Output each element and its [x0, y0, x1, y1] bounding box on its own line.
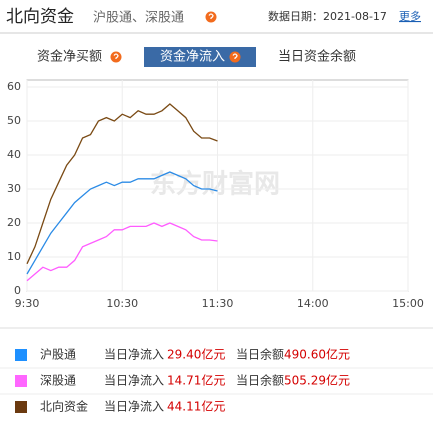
legend-swatch — [15, 349, 27, 361]
tab-active-bg[interactable] — [144, 47, 256, 67]
inflow-value: 29.40亿元 — [167, 347, 225, 362]
x-tick-label: 15:00 — [392, 297, 424, 310]
title: 北向资金 — [6, 7, 74, 27]
subtitle: 沪股通、深股通 — [93, 10, 184, 26]
date: 数据日期：2021-08-17 — [268, 9, 387, 23]
series-line — [26, 103, 218, 265]
legend-swatch — [15, 375, 27, 387]
tab-active[interactable]: 资金净流入 — [160, 49, 225, 65]
tab[interactable]: 资金净买额 — [37, 49, 102, 65]
y-tick-label: 30 — [7, 182, 21, 195]
inflow-label: 当日净流入 — [104, 400, 164, 414]
help-icon[interactable] — [229, 51, 241, 63]
y-tick-label: 50 — [7, 114, 21, 127]
series-line — [26, 222, 218, 282]
y-tick-label: 10 — [7, 250, 21, 263]
inflow-value: 44.11亿元 — [167, 399, 225, 414]
balance-value: 505.29亿元 — [284, 373, 350, 388]
y-tick-label: 0 — [14, 284, 21, 297]
help-icon[interactable] — [110, 51, 122, 63]
x-tick-label: 9:30 — [15, 297, 40, 310]
y-tick-label: 20 — [7, 216, 21, 229]
watermark: 东方财富网 — [150, 169, 280, 200]
inflow-value: 14.71亿元 — [167, 373, 225, 388]
legend-name: 沪股通 — [40, 348, 76, 362]
x-tick-label: 10:30 — [106, 297, 138, 310]
x-tick-label: 11:30 — [202, 297, 234, 310]
legend-name: 北向资金 — [40, 399, 88, 414]
x-tick-label: 14:00 — [297, 297, 329, 310]
help-icon[interactable] — [205, 11, 217, 23]
balance-label: 当日余额 — [236, 373, 284, 388]
legend-name: 深股通 — [40, 374, 76, 388]
y-tick-label: 40 — [7, 148, 21, 161]
more-link[interactable]: 更多 — [399, 9, 421, 23]
inflow-label: 当日净流入 — [104, 348, 164, 362]
series-line — [26, 171, 218, 275]
balance-label: 当日余额 — [236, 347, 284, 362]
inflow-label: 当日净流入 — [104, 374, 164, 388]
balance-value: 490.60亿元 — [284, 347, 350, 362]
tab[interactable]: 当日资金余额 — [278, 49, 356, 65]
legend-swatch — [15, 401, 27, 413]
y-tick-label: 60 — [7, 80, 21, 93]
